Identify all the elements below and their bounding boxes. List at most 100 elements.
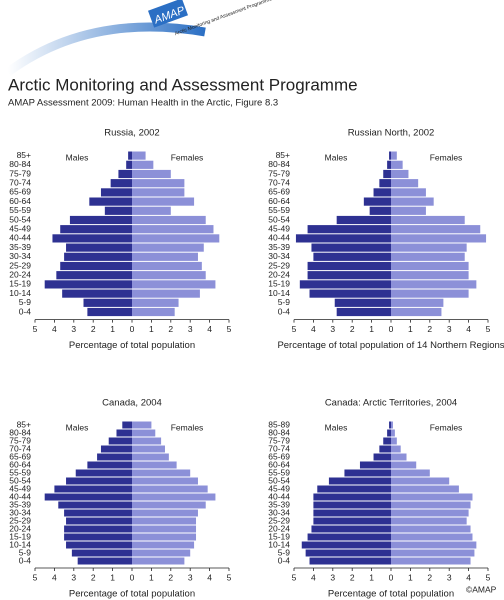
x-tick-label: 1 (149, 572, 154, 582)
x-tick-label: 4 (466, 324, 471, 334)
age-label: 15-19 (9, 279, 31, 289)
male-bar (373, 188, 391, 197)
female-bar (132, 493, 216, 501)
age-label: 15-19 (9, 531, 31, 541)
age-label: 20-24 (268, 269, 290, 279)
female-bar (391, 225, 481, 234)
male-bar (383, 169, 391, 179)
male-bar (313, 493, 391, 501)
female-bar (391, 509, 469, 517)
male-bar (387, 429, 391, 437)
age-label: 5-9 (19, 297, 32, 307)
male-bar (75, 469, 132, 477)
age-label: 0-4 (19, 306, 32, 316)
female-bar (132, 271, 206, 280)
x-tick-label: 2 (350, 324, 355, 334)
male-bar (383, 437, 391, 445)
age-label: 40-44 (268, 491, 290, 501)
age-label: 5-9 (278, 297, 291, 307)
x-tick-label: 0 (389, 572, 394, 582)
x-tick-label: 0 (130, 324, 135, 334)
male-bar (363, 197, 391, 206)
female-bar (391, 429, 395, 437)
x-tick-label: 1 (149, 324, 154, 334)
age-label: 10-14 (9, 539, 31, 549)
female-bar (391, 179, 419, 188)
male-bar (307, 533, 391, 541)
female-bar (391, 169, 409, 179)
x-tick-label: 2 (427, 324, 432, 334)
panel-title: Russian North, 2002 (348, 128, 435, 139)
female-bar (132, 429, 156, 437)
female-bar (391, 469, 430, 477)
female-bar (132, 298, 179, 307)
age-label: 25-29 (268, 515, 290, 525)
age-label: 55-59 (9, 467, 31, 477)
male-bar (336, 307, 391, 317)
male-bar (97, 453, 132, 461)
x-tick-label: 2 (350, 572, 355, 582)
x-tick-label: 4 (466, 572, 471, 582)
age-label: 85+ (276, 150, 290, 160)
male-bar (71, 549, 132, 557)
age-label: 35-39 (9, 499, 31, 509)
male-bar (307, 271, 391, 280)
age-label: 55-59 (268, 205, 290, 215)
male-bar (307, 261, 391, 271)
age-label: 80-84 (9, 427, 31, 437)
age-label: 40-44 (268, 233, 290, 243)
male-bar (54, 485, 132, 493)
age-label: 15-19 (268, 279, 290, 289)
panel-title: Canada: Arctic Territories, 2004 (325, 398, 457, 409)
male-bar (44, 493, 133, 501)
age-label: 45-49 (268, 223, 290, 233)
female-bar (132, 243, 204, 252)
female-bar (132, 541, 195, 549)
x-tick-label: 3 (330, 324, 335, 334)
female-bar (391, 206, 426, 215)
male-bar (305, 549, 391, 557)
female-bar (132, 289, 200, 298)
male-bar (309, 289, 391, 298)
age-label: 10-14 (268, 288, 290, 298)
female-bar (391, 215, 465, 225)
panel-title: Russia, 2002 (104, 128, 159, 139)
male-bar (58, 501, 132, 509)
male-bar (126, 160, 132, 169)
logo-box (148, 0, 188, 28)
age-label: 30-34 (268, 251, 290, 261)
female-bar (391, 485, 459, 493)
male-bar (379, 445, 391, 453)
male-bar (108, 437, 132, 445)
age-label: 30-34 (268, 507, 290, 517)
female-bar (132, 206, 171, 215)
male-bar (44, 280, 133, 289)
age-label: 5-9 (19, 547, 32, 557)
page-title: Arctic Monitoring and Assessment Program… (8, 75, 358, 94)
age-label: 80-84 (9, 159, 31, 169)
male-bar (301, 541, 391, 549)
age-label: 75-79 (9, 168, 31, 178)
x-tick-label: 5 (292, 324, 297, 334)
male-bar (100, 188, 132, 197)
logo-subtext: Arctic Monitoring and Assessment Program… (174, 0, 273, 37)
male-bar (389, 421, 391, 429)
male-bar (359, 461, 391, 469)
age-label: 85+ (17, 419, 31, 429)
female-bar (391, 252, 465, 261)
male-bar (110, 179, 132, 188)
male-bar (387, 160, 391, 169)
age-label: 70-74 (9, 443, 31, 453)
female-bar (391, 151, 397, 160)
male-bar (379, 179, 391, 188)
age-label: 25-29 (9, 515, 31, 525)
page-subtitle: AMAP Assessment 2009: Human Health in th… (8, 98, 278, 109)
female-bar (391, 493, 473, 501)
x-tick-label: 2 (91, 572, 96, 582)
female-bar (391, 557, 471, 565)
x-tick-label: 4 (52, 324, 57, 334)
male-bar (69, 215, 132, 225)
age-label: 65-69 (9, 187, 31, 197)
